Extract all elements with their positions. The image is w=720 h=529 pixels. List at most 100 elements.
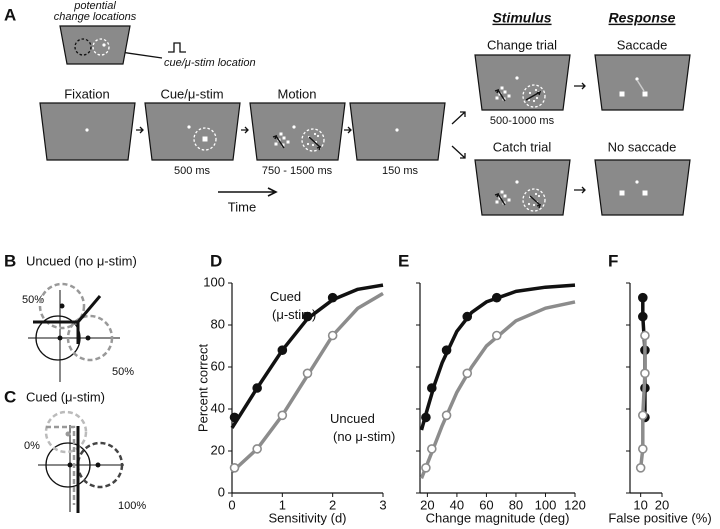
motion-arrow — [494, 192, 506, 206]
data-point — [637, 410, 648, 421]
arrow — [344, 126, 352, 134]
panel-label: C — [4, 387, 16, 406]
location-circle — [92, 38, 110, 56]
trial-duration: 500-1000 ms — [490, 115, 555, 127]
dot — [292, 125, 296, 129]
annotation: 50% — [22, 294, 44, 306]
x-tick-label: 40 — [450, 497, 464, 512]
dot — [102, 43, 106, 47]
time-arrow — [218, 187, 278, 197]
square — [507, 94, 511, 98]
pulse-icon — [168, 42, 186, 53]
screen — [594, 159, 691, 216]
screen — [59, 25, 131, 65]
dot — [527, 98, 531, 102]
dot — [532, 203, 536, 207]
square — [495, 200, 499, 204]
data-point — [427, 383, 437, 393]
dot — [535, 96, 539, 100]
series-label-line: (no μ-stim) — [333, 429, 395, 444]
square — [274, 142, 278, 146]
panel-title: Cued (μ-stim) — [26, 389, 105, 404]
dot — [67, 462, 73, 468]
square — [282, 136, 286, 140]
epoch-duration: 150 ms — [382, 165, 419, 177]
data-point — [302, 311, 313, 322]
tuning-circle — [38, 282, 86, 330]
series-label: Uncued (no μ-stim) — [330, 411, 395, 444]
fit-curve — [419, 300, 576, 479]
data-point — [327, 292, 338, 303]
motion-arrow — [525, 90, 542, 101]
data-point — [462, 368, 473, 379]
dot — [59, 303, 65, 309]
x-axis-label: Sensitivity (d) — [268, 510, 346, 525]
tuning-circle — [35, 315, 81, 361]
dot — [515, 76, 519, 80]
square — [500, 190, 504, 194]
motion-arrow — [308, 136, 322, 151]
data-point — [637, 292, 648, 303]
data-point — [421, 462, 431, 473]
dot — [537, 194, 541, 198]
arrow — [136, 126, 144, 134]
tuning-diagram — [38, 410, 124, 513]
inset-label: change locations — [54, 11, 137, 23]
data-point — [462, 311, 473, 322]
epoch-title: Motion — [277, 86, 316, 101]
dot — [311, 143, 315, 147]
square — [619, 91, 625, 97]
x-tick-label: 20 — [655, 497, 669, 512]
data-point — [640, 330, 650, 341]
screen — [594, 54, 691, 111]
square — [286, 140, 290, 144]
square — [281, 143, 285, 147]
motion-arrow — [529, 195, 542, 209]
x-tick-label: 10 — [633, 497, 647, 512]
stimulus-header: Stimulus — [492, 10, 551, 26]
x-axis-label: False positive (%) — [608, 510, 711, 525]
square — [503, 90, 507, 94]
dot — [313, 132, 317, 136]
motion-arrow — [272, 134, 285, 149]
response-label: No saccade — [608, 139, 677, 154]
square — [500, 86, 504, 90]
x-tick-label: 1 — [279, 497, 286, 512]
x-tick-label: 120 — [564, 497, 586, 512]
annotation: 100% — [118, 500, 146, 512]
data-point — [491, 330, 502, 341]
annotation: 50% — [112, 366, 134, 378]
series-label: Cued (μ-stim) — [270, 289, 316, 322]
epoch-title: Fixation — [64, 86, 110, 101]
data-point — [229, 412, 240, 423]
panel-label: B — [4, 251, 16, 270]
dot — [316, 134, 320, 138]
square — [642, 190, 648, 196]
screen — [144, 102, 241, 161]
time-label: Time — [228, 199, 256, 214]
panel-label: E — [398, 251, 409, 270]
cue-label: cue/μ-stim location — [164, 57, 256, 69]
data-point — [637, 444, 648, 454]
response-header: Response — [609, 10, 676, 26]
square — [507, 198, 511, 202]
response-label: Saccade — [617, 37, 668, 52]
panel-title: Uncued (no μ-stim) — [26, 253, 137, 268]
y-axis-label: Percent correct — [195, 344, 210, 433]
dot — [534, 88, 538, 92]
dot — [306, 142, 310, 146]
location-circle — [193, 127, 217, 151]
location-circle — [522, 84, 546, 108]
dot — [95, 462, 101, 468]
dot — [534, 192, 538, 196]
arrow — [451, 145, 466, 159]
y-tick-label: 80 — [211, 316, 225, 331]
square — [642, 91, 648, 97]
square — [619, 190, 625, 196]
data-point — [441, 345, 452, 356]
boundary — [33, 295, 102, 344]
data-point — [441, 410, 452, 421]
dot — [527, 202, 531, 206]
data-point — [635, 462, 646, 473]
